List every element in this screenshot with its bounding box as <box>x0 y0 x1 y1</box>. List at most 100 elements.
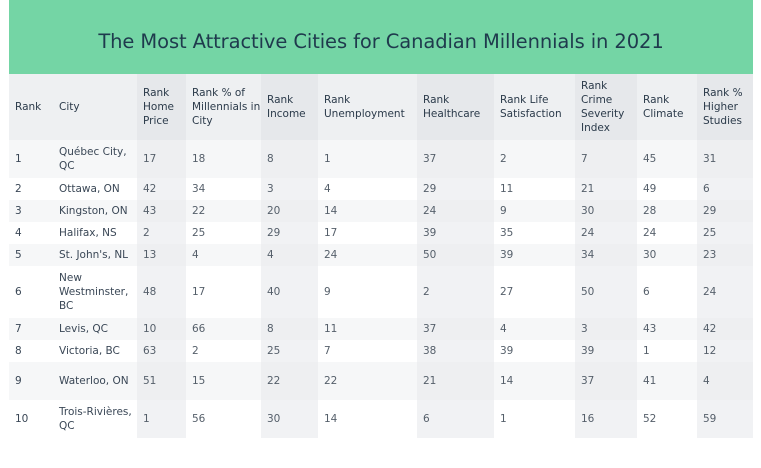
value-cell: 31 <box>697 140 753 178</box>
value-cell: 17 <box>137 140 186 178</box>
column-header[interactable]: Rank Life Satisfaction <box>494 74 575 140</box>
value-cell: 41 <box>637 362 697 400</box>
value-cell: 2 <box>192 345 199 357</box>
city-cell: St. John's, NL <box>53 244 137 266</box>
rank-cell: 1 <box>9 140 53 178</box>
table-row: 10 Trois-Rivières, QC 1 56 30 14 6 1 16 52 59 <box>9 400 753 438</box>
value-cell: 63 <box>137 340 186 362</box>
column-header[interactable]: Rank % Higher Studies <box>697 74 753 140</box>
value-cell: 11 <box>500 183 514 195</box>
column-header[interactable]: City <box>53 74 137 140</box>
rankings-table: Rank City Rank Home Price Rank % of Mill… <box>9 74 753 438</box>
city-cell: Levis, QC <box>53 318 137 340</box>
table-row: 7 Levis, QC 10 66 8 11 37 4 3 43 42 <box>9 318 753 340</box>
value-cell: 29 <box>417 178 494 200</box>
value-cell: 43 <box>137 200 186 222</box>
value-cell: 37 <box>417 318 494 340</box>
value-cell: 42 <box>137 178 186 200</box>
value-cell: 25 <box>261 340 318 362</box>
value-cell: 9 <box>324 286 331 298</box>
value-cell: 14 <box>318 200 417 222</box>
value-cell: 28 <box>637 200 697 222</box>
value-cell: 43 <box>637 318 697 340</box>
value-cell: 30 <box>575 200 637 222</box>
title-banner: The Most Attractive Cities for Canadian … <box>9 0 753 74</box>
value-cell: 56 <box>192 413 206 425</box>
table-row: 6 New Westminster, BC 48 17 40 9 2 27 50 6 24 <box>9 266 753 318</box>
column-header[interactable]: Rank <box>9 74 53 140</box>
value-cell: 1 <box>137 400 186 438</box>
value-cell: 2 <box>137 222 186 244</box>
city-cell: Halifax, NS <box>59 227 117 239</box>
city-cell: Trois-Rivières, QC <box>59 406 132 432</box>
column-header[interactable]: Rank Income <box>261 74 318 140</box>
column-header[interactable]: Rank Climate <box>637 74 697 140</box>
rank-cell: 5 <box>9 244 53 266</box>
value-cell: 15 <box>186 362 261 400</box>
rank-cell: 3 <box>9 200 53 222</box>
city-cell: New Westminster, BC <box>59 272 129 312</box>
value-cell: 11 <box>318 318 417 340</box>
value-cell: 2 <box>417 266 494 318</box>
value-cell: 45 <box>637 140 697 178</box>
value-cell: 10 <box>137 318 186 340</box>
value-cell: 30 <box>637 244 697 266</box>
city-cell: Kingston, ON <box>53 200 137 222</box>
value-cell: 25 <box>192 227 206 239</box>
rank-cell: 10 <box>15 413 29 425</box>
value-cell: 9 <box>494 200 575 222</box>
value-cell: 1 <box>500 413 507 425</box>
value-cell: 29 <box>697 200 753 222</box>
value-cell: 4 <box>186 244 261 266</box>
value-cell: 34 <box>192 183 206 195</box>
city-cell: Victoria, BC <box>59 345 120 357</box>
rank-cell: 4 <box>15 227 22 239</box>
value-cell: 17 <box>192 286 206 298</box>
value-cell: 59 <box>697 400 753 438</box>
value-cell: 6 <box>417 400 494 438</box>
value-cell: 49 <box>643 183 657 195</box>
rank-cell: 2 <box>15 183 22 195</box>
value-cell: 1 <box>643 345 650 357</box>
value-cell: 17 <box>324 227 338 239</box>
column-header[interactable]: Rank Crime Severity Index <box>575 74 637 140</box>
value-cell: 20 <box>261 200 318 222</box>
value-cell: 39 <box>575 340 637 362</box>
value-cell: 24 <box>575 222 637 244</box>
value-cell: 24 <box>318 244 417 266</box>
table-row: 9 Waterloo, ON 51 15 22 22 21 14 37 41 4 <box>9 362 753 400</box>
page-title: The Most Attractive Cities for Canadian … <box>98 29 664 53</box>
column-header[interactable]: Rank Healthcare <box>417 74 494 140</box>
value-cell: 23 <box>697 244 753 266</box>
value-cell: 24 <box>697 266 753 318</box>
value-cell: 1 <box>318 140 417 178</box>
value-cell: 24 <box>417 200 494 222</box>
value-cell: 14 <box>494 362 575 400</box>
rank-cell: 9 <box>9 362 53 400</box>
column-header[interactable]: Rank Unemployment <box>318 74 417 140</box>
value-cell: 22 <box>186 200 261 222</box>
table-row: 5 St. John's, NL 13 4 4 24 50 39 34 30 23 <box>9 244 753 266</box>
column-header[interactable]: Rank Home Price <box>137 74 186 140</box>
value-cell: 3 <box>575 318 637 340</box>
table-row: 1 Québec City, QC 17 18 8 1 37 2 7 45 31 <box>9 140 753 178</box>
table-row: 4 Halifax, NS 2 25 29 17 39 35 24 24 25 <box>9 222 753 244</box>
value-cell: 4 <box>697 362 753 400</box>
city-cell: Ottawa, ON <box>59 183 120 195</box>
column-header[interactable]: Rank % of Millennials in City <box>186 74 261 140</box>
value-cell: 37 <box>575 362 637 400</box>
value-cell: 30 <box>261 400 318 438</box>
value-cell: 6 <box>643 286 650 298</box>
value-cell: 39 <box>494 244 575 266</box>
value-cell: 66 <box>186 318 261 340</box>
value-cell: 16 <box>575 400 637 438</box>
value-cell: 39 <box>417 222 494 244</box>
value-cell: 6 <box>697 178 753 200</box>
table-row: 2 Ottawa, ON 42 34 3 4 29 11 21 49 6 <box>9 178 753 200</box>
value-cell: 8 <box>261 140 318 178</box>
table-row: 3 Kingston, ON 43 22 20 14 24 9 30 28 29 <box>9 200 753 222</box>
value-cell: 50 <box>575 266 637 318</box>
value-cell: 38 <box>417 340 494 362</box>
city-cell: Québec City, QC <box>53 140 137 178</box>
value-cell: 4 <box>261 244 318 266</box>
